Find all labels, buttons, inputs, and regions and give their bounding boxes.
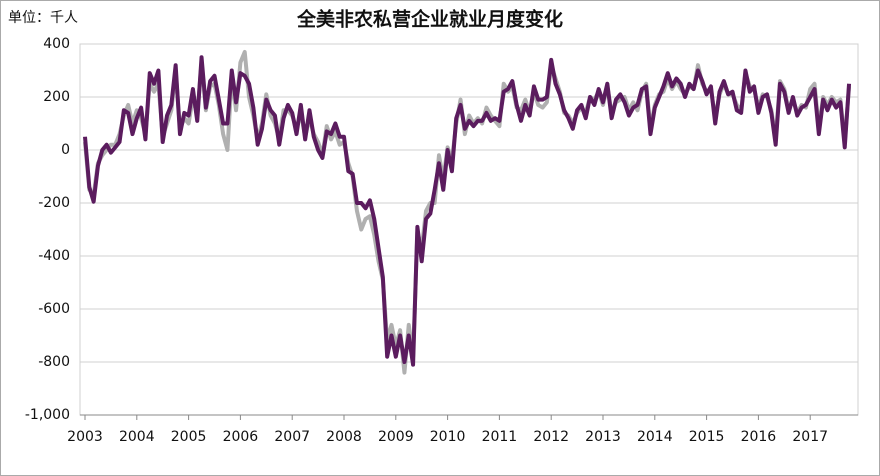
x-tick-label: 2011 (482, 429, 518, 445)
x-tick-label: 2014 (637, 429, 673, 445)
x-tick-label: 2008 (326, 429, 362, 445)
x-tick-label: 2005 (171, 429, 207, 445)
y-tick-label: -1,000 (25, 407, 70, 423)
x-tick-label: 2017 (792, 429, 828, 445)
x-tick-label: 2006 (223, 429, 259, 445)
y-tick-label: -200 (38, 195, 70, 211)
x-tick-label: 2012 (533, 429, 569, 445)
y-tick-label: -400 (38, 248, 70, 264)
x-tick-label: 2013 (585, 429, 621, 445)
x-tick-label: 2010 (430, 429, 466, 445)
series-line (83, 55, 852, 367)
chart-title: 全美非农私营企业就业月度变化 (296, 8, 563, 31)
x-tick-label: 2004 (119, 429, 155, 445)
x-tick-label: 2003 (67, 429, 103, 445)
y-tick-label: -600 (38, 301, 70, 317)
x-tick-label: 2015 (689, 429, 725, 445)
x-tick-label: 2007 (274, 429, 310, 445)
y-tick-label: -800 (38, 354, 70, 370)
y-tick-label: 400 (43, 36, 70, 52)
y-tick-label: 200 (43, 89, 70, 105)
y-tick-label: 0 (61, 142, 70, 158)
unit-label: 单位：千人 (8, 10, 78, 26)
x-tick-label: 2009 (378, 429, 414, 445)
x-tick-label: 2016 (741, 429, 777, 445)
